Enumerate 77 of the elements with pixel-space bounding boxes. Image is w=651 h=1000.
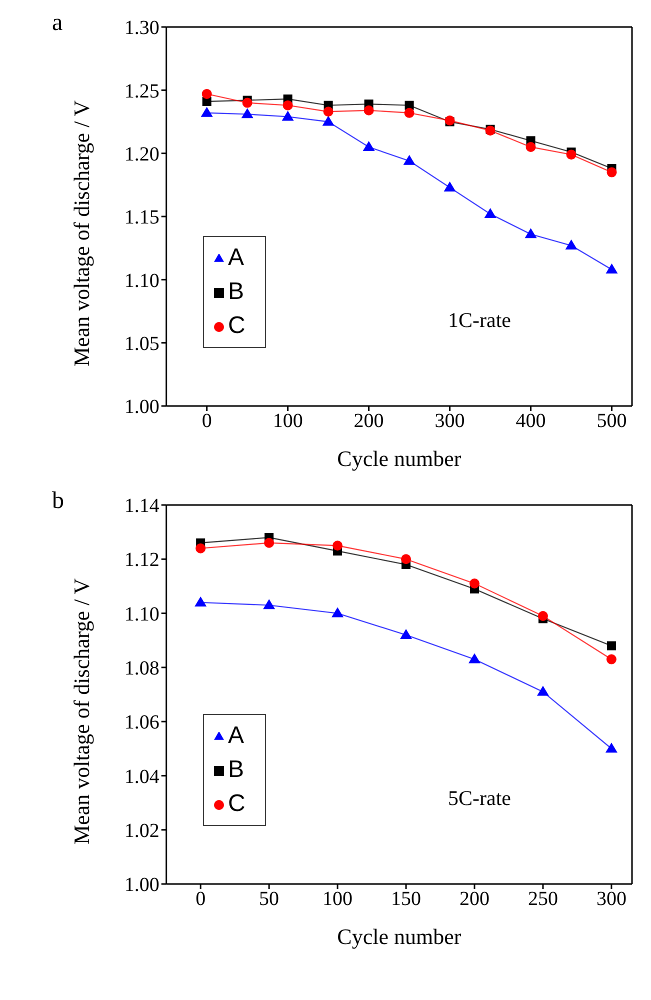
annotation: 5C-rate xyxy=(448,786,511,811)
x-axis-title: Cycle number xyxy=(337,924,462,949)
y-tick-label: 1.10 xyxy=(124,603,160,626)
y-tick-label: 1.15 xyxy=(124,206,160,229)
x-tick-label: 300 xyxy=(596,888,626,910)
point xyxy=(332,540,343,551)
x-axis-title: Cycle number xyxy=(337,446,462,471)
point xyxy=(606,264,618,274)
legend-label: B xyxy=(228,278,244,305)
point xyxy=(526,142,536,152)
y-tick-label: 1.08 xyxy=(124,658,160,680)
point xyxy=(264,538,274,548)
chart-title: b xyxy=(52,488,64,515)
point xyxy=(323,106,334,117)
point xyxy=(194,596,207,606)
point xyxy=(403,154,416,165)
point xyxy=(565,240,578,250)
point xyxy=(362,141,375,152)
y-tick-label: 1.10 xyxy=(124,270,160,292)
point xyxy=(484,208,496,218)
point xyxy=(605,742,618,753)
y-tick-label: 1.12 xyxy=(124,549,160,572)
point xyxy=(282,110,294,121)
y-tick-label: 1.25 xyxy=(124,80,160,102)
y-axis-title: Mean voltage of discharge / V xyxy=(69,100,94,366)
point xyxy=(606,167,617,178)
x-tick-label: 300 xyxy=(434,410,465,432)
x-tick-label: 100 xyxy=(322,888,353,910)
y-tick-label: 1.04 xyxy=(124,766,160,788)
point xyxy=(566,150,576,160)
point xyxy=(200,106,213,117)
x-tick-label: 200 xyxy=(460,888,490,910)
x-tick-label: 250 xyxy=(528,888,558,910)
chart-title: a xyxy=(52,10,63,37)
point xyxy=(242,98,252,108)
y-tick-label: 1.14 xyxy=(124,495,160,518)
point xyxy=(364,105,374,116)
legend-label: C xyxy=(228,312,246,339)
point xyxy=(400,628,412,639)
y-tick-label: 1.02 xyxy=(124,820,160,842)
y-tick-label: 1.30 xyxy=(124,17,160,40)
legend-label: B xyxy=(228,756,244,783)
x-tick-label: 500 xyxy=(596,410,627,432)
point xyxy=(470,578,480,589)
x-tick-label: 200 xyxy=(354,410,384,432)
point xyxy=(332,607,344,618)
x-tick-label: 50 xyxy=(259,888,280,910)
point xyxy=(241,108,254,118)
legend-label: C xyxy=(228,790,246,817)
point xyxy=(282,100,293,110)
y-tick-label: 1.00 xyxy=(124,396,160,418)
point xyxy=(536,686,549,696)
point xyxy=(444,181,456,192)
point xyxy=(538,610,548,621)
y-tick-label: 1.06 xyxy=(124,712,160,734)
y-tick-label: 1.00 xyxy=(124,874,160,896)
point xyxy=(468,653,480,664)
point xyxy=(606,654,616,664)
x-tick-label: 100 xyxy=(272,410,303,432)
y-tick-label: 1.05 xyxy=(124,332,160,355)
x-tick-label: 400 xyxy=(516,410,546,432)
annotation: 1C-rate xyxy=(448,308,511,333)
point xyxy=(322,116,334,126)
x-tick-label: 0 xyxy=(196,888,206,910)
point xyxy=(196,543,206,554)
point xyxy=(606,641,616,650)
y-axis-title: Mean voltage of discharge / V xyxy=(69,578,94,844)
point xyxy=(263,599,276,610)
legend-label: A xyxy=(228,244,244,271)
point xyxy=(202,88,212,99)
point xyxy=(401,554,412,564)
legend-label: A xyxy=(228,722,244,749)
point xyxy=(524,228,537,238)
point xyxy=(404,108,414,118)
x-tick-label: 150 xyxy=(391,888,422,910)
x-tick-label: 0 xyxy=(202,410,212,432)
y-tick-label: 1.20 xyxy=(124,143,160,166)
